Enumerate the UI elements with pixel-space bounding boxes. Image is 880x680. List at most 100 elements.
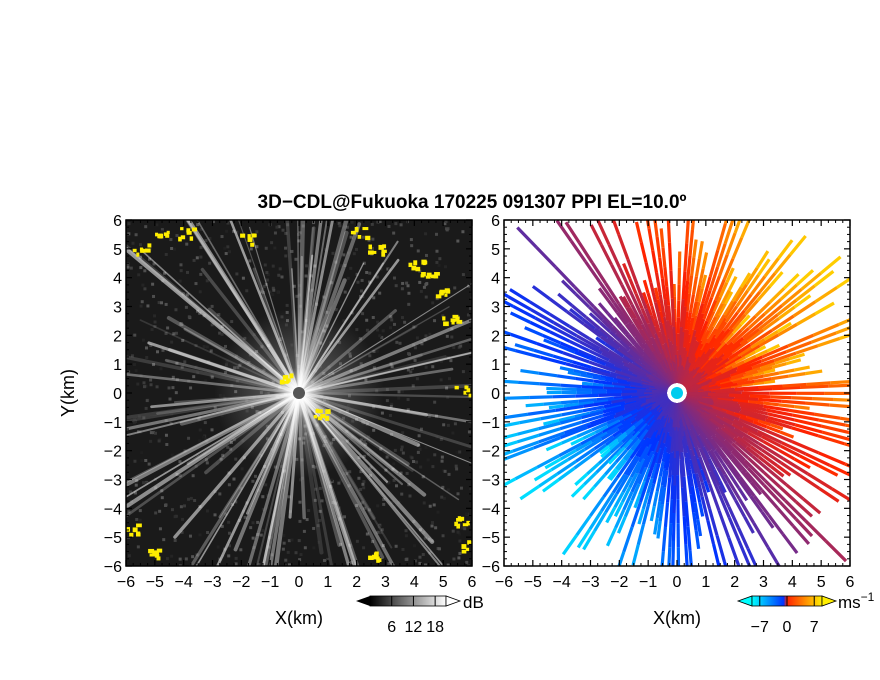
velocity-ray-segment [678, 427, 684, 453]
velocity-ray-segment [689, 435, 696, 448]
velocity-ray-segment [581, 414, 604, 424]
noise-speck [221, 453, 225, 457]
noise-speck [205, 458, 209, 462]
noise-speck [405, 557, 409, 561]
velocity-ray-segment [721, 462, 733, 477]
velocity-ray-segment [777, 321, 792, 333]
velocity-ray-segment [703, 336, 717, 355]
noise-speck [194, 365, 198, 369]
noise-speck [390, 500, 394, 504]
velocity-ray-segment [672, 326, 677, 356]
velocity-ray-segment [767, 514, 785, 536]
noise-speck [368, 271, 372, 275]
velocity-ray-segment [655, 501, 662, 519]
velocity-ray-segment [590, 368, 618, 379]
velocity-ray-segment [813, 270, 835, 288]
noise-speck [389, 404, 393, 408]
noise-speck [371, 540, 375, 544]
velocity-ray-segment [686, 475, 693, 495]
velocity-ray-segment [708, 266, 720, 291]
velocity-ray-segment [757, 455, 773, 468]
noise-speck [226, 221, 230, 225]
velocity-ray-segment [581, 381, 593, 386]
noise-speck [146, 304, 150, 308]
x-tick-label: 1 [701, 574, 710, 591]
velocity-ray-segment [605, 422, 623, 435]
noise-speck [379, 447, 383, 451]
y-tick-label: 5 [491, 242, 500, 259]
velocity-ray-segment [650, 336, 664, 362]
noise-speck [133, 333, 137, 337]
noise-speck [226, 245, 230, 249]
y-tick-label: −2 [104, 444, 122, 461]
velocity-ray-segment [693, 455, 704, 483]
velocity-ray-segment [703, 480, 711, 493]
velocity-ray-segment [651, 250, 659, 274]
left-colorbar-ticks: 6 12 18 [387, 596, 444, 636]
noise-speck [352, 252, 356, 256]
noise-speck [437, 263, 441, 267]
velocity-ray-segment [684, 501, 690, 527]
noise-speck [328, 484, 332, 488]
velocity-ray-segment [538, 472, 559, 488]
velocity-ray-segment [730, 450, 750, 470]
noise-speck [356, 280, 360, 284]
velocity-ray-segment [666, 220, 672, 243]
noise-speck [227, 554, 231, 558]
velocity-ray-segment [768, 287, 786, 304]
y-tick-label: 4 [113, 271, 122, 288]
noise-speck [394, 544, 398, 548]
velocity-ray-segment [683, 311, 689, 330]
highlight-echo [325, 409, 331, 415]
velocity-ray-segment [757, 258, 771, 276]
noise-speck [198, 428, 202, 432]
noise-speck [385, 388, 389, 392]
velocity-ray-segment [576, 528, 592, 549]
velocity-ray-segment [641, 503, 651, 525]
velocity-ray-segment [637, 467, 648, 485]
noise-speck [282, 541, 286, 545]
velocity-ray-segment [740, 469, 753, 484]
velocity-ray-segment [559, 366, 574, 373]
velocity-ray-segment [725, 483, 737, 501]
velocity-ray-segment [731, 442, 750, 460]
velocity-ray-segment [795, 284, 816, 302]
noise-speck [187, 497, 191, 501]
noise-speck [337, 517, 341, 521]
velocity-ray-segment [653, 338, 663, 355]
velocity-ray-segment [693, 313, 705, 338]
highlight-echo [371, 554, 378, 560]
noise-speck [223, 246, 227, 250]
velocity-ray-segment [606, 388, 622, 393]
noise-speck [413, 358, 417, 362]
noise-speck [263, 263, 267, 267]
velocity-ray-segment [720, 446, 734, 461]
velocity-ray-segment [658, 504, 664, 522]
velocity-ray-segment [716, 243, 727, 268]
noise-speck [154, 511, 158, 515]
highlight-echo [240, 233, 246, 238]
noise-speck [461, 526, 465, 530]
x-tick-label: −3 [203, 574, 221, 591]
highlight-echo [445, 289, 451, 294]
noise-speck [226, 445, 230, 449]
noise-speck [458, 551, 462, 555]
highlight-echo [431, 274, 436, 279]
highlight-echo [452, 314, 459, 319]
y-tick-label: −3 [482, 473, 500, 490]
noise-speck [433, 453, 437, 457]
velocity-ray-segment [613, 384, 625, 390]
noise-speck [401, 451, 405, 455]
noise-speck [192, 375, 196, 379]
velocity-ray-segment [555, 220, 573, 243]
highlight-echo [433, 275, 439, 279]
velocity-ray-segment [664, 432, 671, 448]
noise-speck [181, 292, 185, 296]
velocity-ray-segment [691, 301, 698, 319]
x-tick-label: −3 [581, 574, 599, 591]
noise-speck [136, 545, 140, 549]
velocity-ray-segment [668, 452, 674, 478]
noise-speck [390, 365, 394, 369]
velocity-ray-segment [595, 336, 607, 346]
velocity-ray-segment [655, 426, 668, 453]
